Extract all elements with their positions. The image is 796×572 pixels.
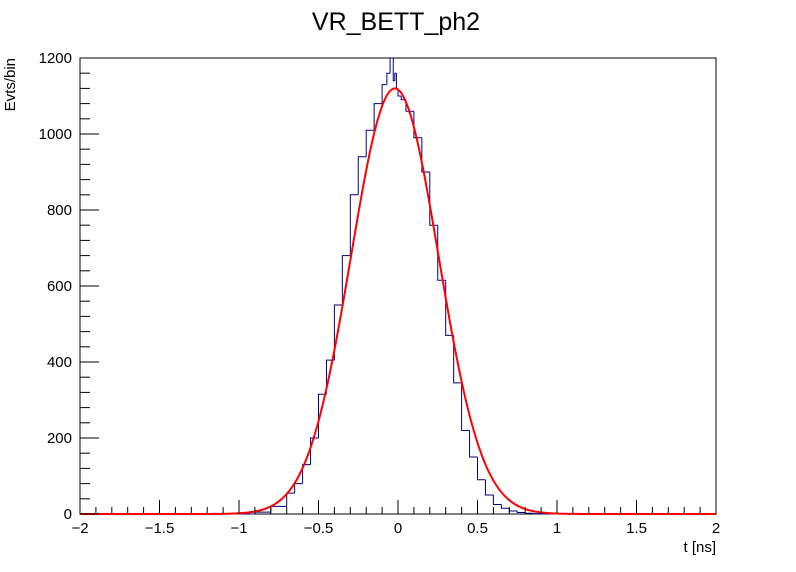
gaussian-fit-curve xyxy=(80,87,716,515)
histogram-bin xyxy=(453,335,462,384)
histogram-bin xyxy=(386,72,391,85)
x-axis-ticks xyxy=(79,500,717,514)
x-tick-label: 2 xyxy=(712,520,720,537)
x-tick-label: −1.5 xyxy=(145,520,175,537)
x-tick-label: −2 xyxy=(71,520,88,537)
histogram-bin xyxy=(516,510,526,513)
histogram-bin xyxy=(421,137,430,173)
y-tick-label: 1000 xyxy=(39,126,72,143)
histogram-bin xyxy=(429,172,438,226)
x-tick-label: 0.5 xyxy=(467,520,488,537)
histogram-bin xyxy=(394,72,397,81)
histogram-bin xyxy=(373,103,383,131)
histogram-bin xyxy=(381,84,387,104)
histogram-bin xyxy=(341,255,351,305)
histogram-bin xyxy=(357,156,367,195)
y-tick-label: 0 xyxy=(64,506,72,523)
histogram-bin xyxy=(492,495,502,505)
x-tick-label: 1 xyxy=(553,520,561,537)
y-tick-label: 600 xyxy=(47,278,72,295)
y-axis-tick-labels: 0 200 400 600 800 1000 1200 xyxy=(39,50,72,523)
plot-frame xyxy=(79,57,717,515)
x-tick-label: 1.5 xyxy=(626,520,647,537)
histogram-bin xyxy=(484,479,494,496)
histogram-bin xyxy=(392,58,395,82)
histogram-bin xyxy=(413,111,422,139)
y-axis-ticks xyxy=(80,57,99,515)
x-tick-label: 0 xyxy=(394,520,402,537)
histogram-bin xyxy=(349,194,359,256)
x-tick-label: −0.5 xyxy=(304,520,334,537)
histogram-bin xyxy=(477,457,486,481)
x-axis-label: t [ns] xyxy=(683,539,716,556)
x-axis-tick-labels: −2 −1.5 −1 −0.5 0 0.5 1 1.5 2 xyxy=(71,520,720,537)
histogram-bin xyxy=(389,57,394,74)
histogram-bin xyxy=(365,129,375,157)
y-tick-label: 400 xyxy=(47,354,72,371)
histogram-bin xyxy=(500,504,510,509)
x-tick-label: −1 xyxy=(230,520,247,537)
y-tick-label: 800 xyxy=(47,202,72,219)
chart-title: VR_BETT_ph2 xyxy=(312,8,480,36)
y-axis-label: Evts/bin xyxy=(2,58,19,111)
y-tick-label: 200 xyxy=(47,430,72,447)
histogram-bin xyxy=(302,464,311,484)
histogram-bin xyxy=(310,437,319,465)
histogram-bin xyxy=(469,430,478,458)
histogram-bin xyxy=(397,88,402,97)
y-tick-label: 1200 xyxy=(39,50,72,67)
histogram-bin xyxy=(461,382,470,431)
histogram-bin xyxy=(333,304,343,361)
